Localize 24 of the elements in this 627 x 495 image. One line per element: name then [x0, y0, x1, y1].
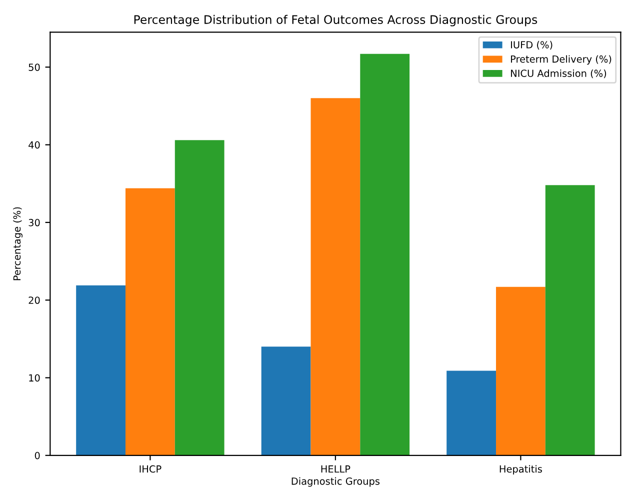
x-tick-label: Hepatitis [500, 465, 542, 475]
bar [446, 370, 496, 456]
bar [261, 346, 311, 456]
y-axis-title: Percentage (%) [13, 207, 23, 280]
bar [76, 285, 126, 456]
y-tick-label: 30 [28, 218, 40, 226]
x-tick-label: HELLP [321, 465, 350, 473]
y-tick-label: 40 [28, 141, 40, 149]
legend-label: Preterm Delivery (%) [511, 55, 612, 65]
y-tick-label: 10 [29, 374, 40, 382]
y-tick-label: 50 [28, 64, 40, 71]
bar [496, 286, 546, 456]
y-tick-label: 0 [34, 452, 40, 460]
x-tick-label: IHCP [140, 465, 162, 473]
x-axis-title: Diagnostic Groups [292, 477, 380, 487]
bar [545, 185, 595, 456]
y-tick-label: 20 [28, 296, 40, 304]
chart-title: Percentage Distribution of Fetal Outcomes Across Diagnostic Groups [134, 14, 538, 26]
bar [360, 54, 410, 456]
legend-label: IUFD (%) [511, 40, 552, 50]
bar [174, 140, 224, 456]
bar [125, 188, 175, 456]
legend-label: NICU Admission (%) [511, 69, 606, 78]
bar [310, 98, 360, 456]
